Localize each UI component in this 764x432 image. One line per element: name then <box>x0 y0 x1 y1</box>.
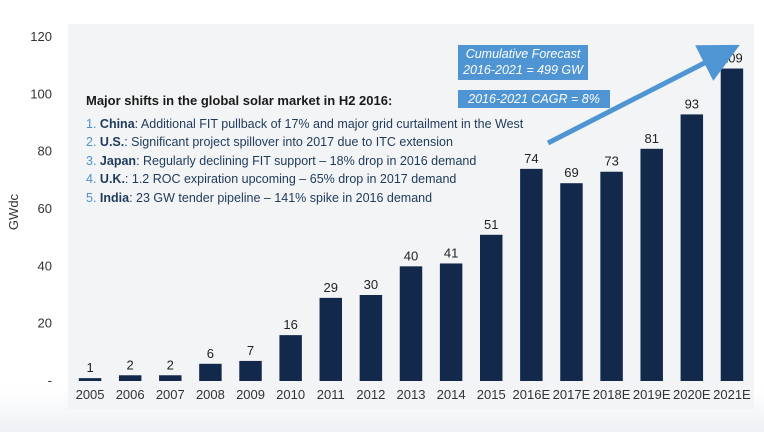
bar-value-label: 16 <box>283 317 297 332</box>
bars <box>78 68 744 382</box>
x-tick-label: 2016E <box>513 387 551 402</box>
note-detail: : 1.2 ROC expiration upcoming – 65% drop… <box>124 172 457 186</box>
y-tick-label: 20 <box>38 316 52 331</box>
x-tick-label: 2013 <box>397 387 426 402</box>
bar-value-label: 109 <box>721 51 743 66</box>
bar <box>319 297 342 381</box>
note-item: 5. India: 23 GW tender pipeline – 141% s… <box>86 189 556 208</box>
bar <box>439 263 463 381</box>
x-tick-label: 2020E <box>673 387 711 402</box>
note-item: 1. China: Additional FIT pullback of 17%… <box>86 115 556 134</box>
note-item: 4. U.K.: 1.2 ROC expiration upcoming – 6… <box>86 170 556 189</box>
bar <box>118 375 142 381</box>
y-axis-ticks: - 20 40 60 80 100 120 <box>30 29 52 388</box>
bar-value-label: 40 <box>404 248 418 263</box>
note-country: U.K. <box>99 172 125 186</box>
bar-value-label: 2 <box>127 357 134 372</box>
note-detail: : Additional FIT pullback of 17% and maj… <box>134 116 524 131</box>
note-country: India <box>99 190 130 205</box>
note-number: 3. <box>86 153 97 168</box>
note-item: 2. U.S.: Significant project spillover i… <box>86 133 556 152</box>
note-number: 4. <box>86 172 97 186</box>
x-tick-label: 2019E <box>633 387 671 402</box>
bar <box>78 378 102 381</box>
notes-title: Major shifts in the global solar market … <box>86 93 393 108</box>
y-tick-label: 120 <box>30 29 52 44</box>
x-axis-ticks: 2005 2006 2007 2008 2009 2010 2011 2012 2013 2014… <box>76 387 751 402</box>
note-detail: : Regularly declining FIT support – 18% … <box>136 153 477 168</box>
x-tick-label: 2006 <box>116 387 145 402</box>
bar-value-label: 2 <box>167 357 174 372</box>
note-country: U.S. <box>99 135 125 149</box>
note-country: Japan <box>99 153 137 168</box>
x-tick-label: 2010 <box>276 387 305 402</box>
bar <box>720 68 744 382</box>
bar-value-label: 51 <box>484 217 498 232</box>
x-tick-label: 2008 <box>196 387 225 402</box>
x-tick-label: 2012 <box>356 387 385 402</box>
y-tick-label: 100 <box>30 86 52 101</box>
note-detail: : Significant project spillover into 201… <box>124 135 453 149</box>
bar <box>239 360 262 381</box>
x-tick-label: 2005 <box>76 387 105 402</box>
bar-value-label: 7 <box>247 343 254 358</box>
bar-value-label: 81 <box>644 131 658 146</box>
bar <box>560 183 583 381</box>
bar <box>600 171 623 381</box>
bar <box>640 148 663 381</box>
bar-value-label: 30 <box>364 277 378 292</box>
x-tick-label: 2014 <box>437 387 466 402</box>
x-tick-label: 2015 <box>477 387 506 402</box>
bar-value-label: 41 <box>444 245 458 260</box>
x-tick-label: 2009 <box>236 387 265 402</box>
y-tick-label: 60 <box>38 201 52 216</box>
bar <box>199 363 222 381</box>
x-tick-label: 2018E <box>593 387 631 402</box>
note-item: 3. Japan: Regularly declining FIT suppor… <box>86 152 556 171</box>
growth-arrow <box>546 44 740 146</box>
note-number: 2. <box>86 135 97 149</box>
x-tick-label: 2021E <box>713 387 751 402</box>
bar <box>279 335 302 381</box>
bar <box>520 168 543 381</box>
forecast-line-1: Cumulative Forecast <box>465 47 581 61</box>
bar <box>359 295 383 381</box>
x-tick-label: 2011 <box>317 387 345 402</box>
bar <box>680 114 704 382</box>
bar-value-label: 29 <box>324 280 338 295</box>
bar <box>159 375 182 381</box>
y-tick-label: 80 <box>38 144 52 159</box>
bar-value-label: 73 <box>604 154 618 169</box>
y-tick-label: - <box>48 373 52 388</box>
bar <box>480 234 503 381</box>
bar-value-label: 93 <box>685 96 699 111</box>
bar-value-label: 1 <box>86 360 93 375</box>
note-number: 5. <box>86 190 97 205</box>
x-tick-label: 2007 <box>156 387 185 402</box>
bar-value-label: 6 <box>207 346 214 361</box>
y-axis-label: GWdc <box>6 193 21 230</box>
x-tick-label: 2017E <box>553 387 591 402</box>
market-shifts-notes: Major shifts in the global solar market … <box>86 92 556 207</box>
forecast-line-2: 2016-2021 = 499 GW <box>463 63 583 77</box>
bar-value-label: 74 <box>524 151 538 166</box>
y-tick-label: 40 <box>38 258 52 273</box>
note-number: 1. <box>86 116 97 131</box>
notes-list: 1. China: Additional FIT pullback of 17%… <box>86 115 556 208</box>
bar <box>399 266 423 381</box>
note-country: China <box>99 116 135 131</box>
note-detail: : 23 GW tender pipeline – 141% spike in … <box>129 190 433 205</box>
cumulative-forecast-callout: Cumulative Forecast 2016-2021 = 499 GW <box>458 45 588 80</box>
bar-value-label: 69 <box>564 165 578 180</box>
cagr-callout: 2016-2021 CAGR = 8% <box>458 90 610 108</box>
